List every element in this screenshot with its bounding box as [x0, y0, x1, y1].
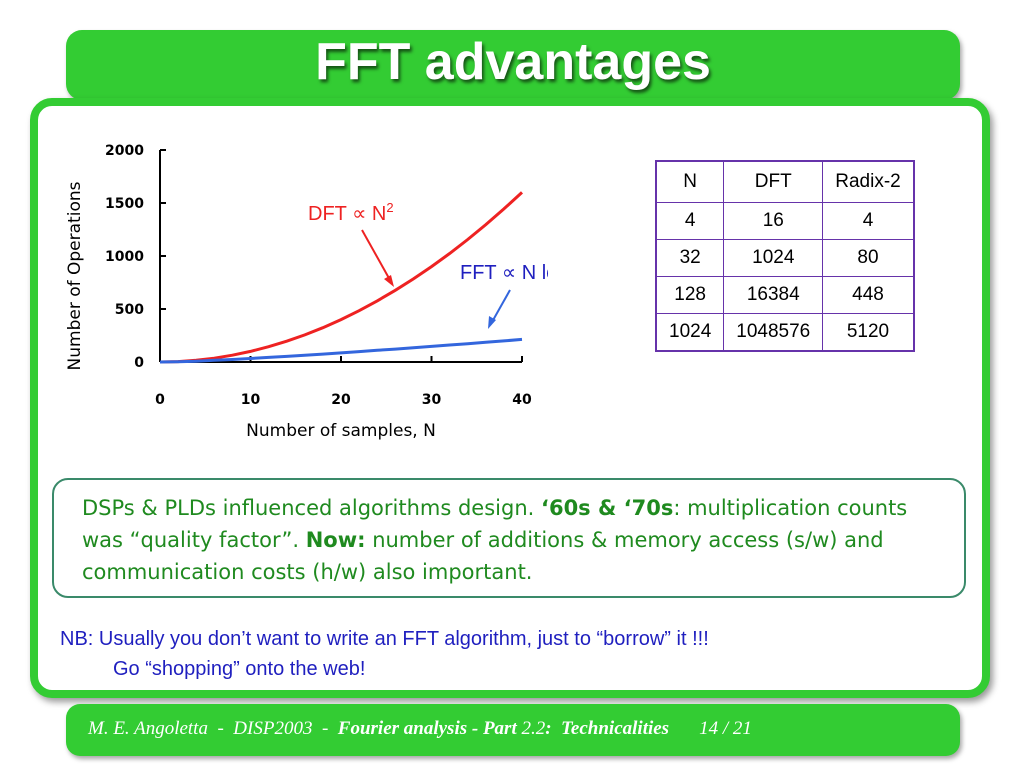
- table-header-cell: Radix-2: [822, 160, 915, 203]
- dft-arrow-line: [361, 229, 391, 281]
- table-cell: 16: [723, 202, 824, 240]
- slide-title: FFT advantages: [315, 33, 711, 91]
- info-text: DSPs & PLDs influenced algorithms design…: [82, 496, 541, 520]
- footer-course: Fourier analysis - Part: [337, 718, 522, 739]
- info-box: DSPs & PLDs influenced algorithms design…: [52, 478, 966, 598]
- table-cell: 5120: [822, 313, 915, 352]
- operations-table: N DFT Radix-2 4 16 4 32 1024 80 128 1638…: [655, 160, 915, 352]
- x-tick-label: 10: [241, 392, 261, 408]
- table-row: 32 1024 80: [655, 239, 915, 277]
- title-bar: FFT advantages: [66, 30, 960, 100]
- footer-text: M. E. Angoletta - DISP2003 - Fourier ana…: [88, 718, 938, 740]
- fft-arrow-line: [491, 289, 511, 323]
- table-cell: 4: [822, 202, 915, 240]
- y-tick-label: 1000: [105, 249, 144, 265]
- fft-series-line: [159, 337, 523, 364]
- table-cell: 448: [822, 276, 915, 314]
- table-cell: 1024: [723, 239, 824, 277]
- table-cell: 80: [822, 239, 915, 277]
- fft-annotation: FFT ∝ N log2N: [460, 262, 548, 288]
- footer-topic: : Technicalities: [545, 718, 670, 739]
- table-cell: 4: [655, 202, 725, 240]
- table-cell: 1024: [655, 313, 725, 352]
- x-tick-label: 20: [331, 392, 351, 408]
- table-cell: 1048576: [723, 313, 824, 352]
- y-tick-label: 0: [134, 355, 144, 371]
- dft-series-line: [159, 191, 524, 364]
- info-text: number of additions & memory access (s/w…: [82, 528, 884, 584]
- table-row: 4 16 4: [655, 202, 915, 240]
- x-axis-label: Number of samples, N: [246, 421, 436, 441]
- note-line: Go “shopping” onto the web!: [113, 658, 366, 680]
- info-emphasis: Now:: [305, 528, 366, 552]
- x-tick-label: 30: [422, 392, 442, 408]
- x-tick-label: 0: [155, 392, 165, 408]
- y-tick-label: 2000: [105, 143, 144, 159]
- table-header-cell: DFT: [723, 160, 824, 203]
- table-header-row: N DFT Radix-2: [655, 160, 915, 203]
- y-tick-label: 500: [115, 302, 144, 318]
- table-row: 128 16384 448: [655, 276, 915, 314]
- note-line: NB: Usually you don’t want to write an F…: [60, 628, 709, 650]
- y-tick-label: 1500: [105, 196, 144, 212]
- footer-page: 14 / 21: [699, 718, 752, 739]
- y-axis-label: Number of Operations: [65, 181, 85, 370]
- table-cell: 128: [655, 276, 725, 314]
- footer-bar: M. E. Angoletta - DISP2003 - Fourier ana…: [66, 704, 960, 756]
- dft-annotation: DFT ∝ N2: [308, 200, 394, 225]
- footer-part: 2.2: [521, 718, 546, 739]
- note: NB: Usually you don’t want to write an F…: [60, 624, 709, 684]
- table-cell: 16384: [723, 276, 824, 314]
- table-cell: 32: [655, 239, 725, 277]
- x-tick-label: 40: [512, 392, 532, 408]
- footer-author: M. E. Angoletta - DISP2003 -: [88, 718, 338, 739]
- operations-chart: 0 500 1000 1500 2000 0 10 20 30 40 Number of sampl…: [65, 143, 548, 441]
- fft-arrowhead: [488, 316, 496, 329]
- info-emphasis: ‘60s & ‘70s: [540, 496, 674, 520]
- table-header-cell: N: [655, 160, 725, 203]
- table-row: 1024 1048576 5120: [655, 313, 915, 352]
- info-text: : multiplication counts was “quality fac…: [82, 496, 908, 552]
- dft-arrowhead: [384, 275, 394, 287]
